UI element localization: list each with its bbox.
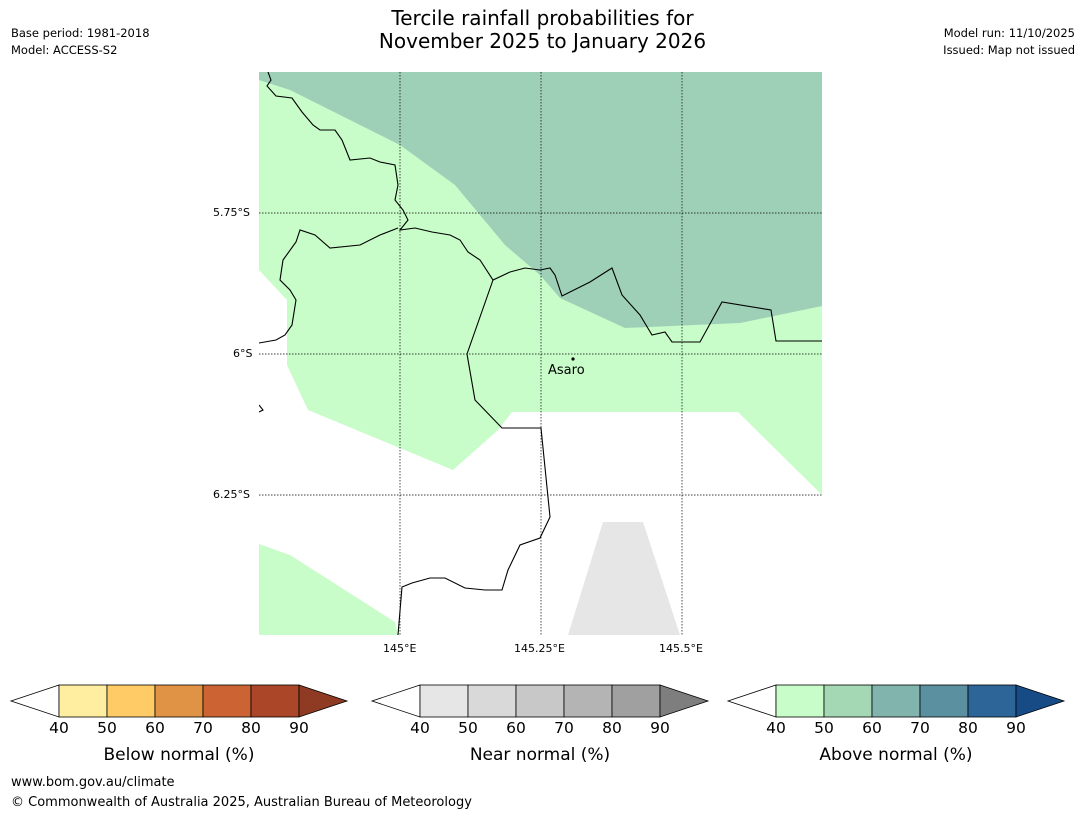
above-cbar-tick: 80	[958, 719, 978, 737]
near-cbar-left-extend	[370, 684, 421, 718]
map-title: Tercile rainfall probabilities for Novem…	[0, 7, 1085, 53]
lon-label-1455: 145.5°E	[659, 642, 703, 655]
title-line-1: Tercile rainfall probabilities for	[391, 6, 694, 30]
below-cbar-left-extend	[9, 684, 60, 718]
near-cbar-segment	[563, 684, 613, 718]
below-cbar-segment	[154, 684, 204, 718]
above-cbar-tick: 90	[1006, 719, 1026, 737]
graticule	[259, 72, 822, 635]
below-cbar-label: Below normal (%)	[103, 745, 255, 765]
footer-copyright: © Commonwealth of Australia 2025, Austra…	[11, 795, 472, 810]
near-cbar-segment	[467, 684, 517, 718]
near-cbar-tick: 40	[410, 719, 430, 737]
above-cbar-tick: 60	[862, 719, 882, 737]
below-cbar-tick: 60	[145, 719, 165, 737]
near-cbar-tick: 60	[506, 719, 526, 737]
lon-label-145: 145°E	[383, 642, 417, 655]
above-cbar-tick: 70	[910, 719, 930, 737]
below-cbar-right-extend	[298, 684, 349, 718]
near-cbar-tick: 70	[554, 719, 574, 737]
footer-url: www.bom.gov.au/climate	[11, 775, 175, 790]
province-borders	[259, 72, 822, 635]
near-cbar-tick: 80	[602, 719, 622, 737]
lat-label-625: 6.25°S	[213, 488, 250, 501]
lon-label-14525: 145.25°E	[514, 642, 565, 655]
below-cbar-segment	[58, 684, 108, 718]
below-cbar-tick: 70	[193, 719, 213, 737]
issued-text: Issued: Map not issued	[943, 43, 1075, 57]
model-run-text: Model run: 11/10/2025	[943, 26, 1075, 40]
below-cbar-tick: 80	[241, 719, 261, 737]
title-line-2: November 2025 to January 2026	[378, 29, 707, 53]
above-50-region-sw	[259, 544, 398, 635]
below-cbar-tick: 40	[49, 719, 69, 737]
near-cbar-segment	[515, 684, 565, 718]
below-cbar-segment	[250, 684, 300, 718]
above-cbar-segment	[775, 684, 825, 718]
near-cbar-segment	[611, 684, 661, 718]
near-cbar-tick: 90	[650, 719, 670, 737]
lat-label-575: 5.75°S	[213, 206, 250, 219]
above-cbar-tick: 50	[814, 719, 834, 737]
above-cbar-left-extend	[726, 684, 777, 718]
near-cbar-label: Near normal (%)	[469, 745, 611, 765]
above-cbar-right-extend	[1015, 684, 1066, 718]
base-period-text: Base period: 1981-2018	[11, 26, 150, 40]
map-area	[259, 72, 822, 635]
near-cbar-segment	[419, 684, 469, 718]
above-cbar-segment	[823, 684, 873, 718]
model-text: Model: ACCESS-S2	[11, 43, 118, 57]
above-cbar-segment	[871, 684, 921, 718]
near-cbar-tick: 50	[458, 719, 478, 737]
above-cbar-label: Above normal (%)	[819, 745, 973, 765]
asaro-marker	[571, 357, 575, 361]
lat-label-6: 6°S	[233, 347, 253, 360]
above-cbar-segment	[919, 684, 969, 718]
above-cbar-segment	[967, 684, 1017, 718]
near-normal-region	[568, 522, 680, 635]
near-cbar-right-extend	[659, 684, 710, 718]
below-cbar-tick: 90	[289, 719, 309, 737]
below-cbar-tick: 50	[97, 719, 117, 737]
below-cbar-segment	[202, 684, 252, 718]
asaro-label: Asaro	[548, 363, 585, 378]
below-cbar-segment	[106, 684, 156, 718]
above-cbar-tick: 40	[766, 719, 786, 737]
